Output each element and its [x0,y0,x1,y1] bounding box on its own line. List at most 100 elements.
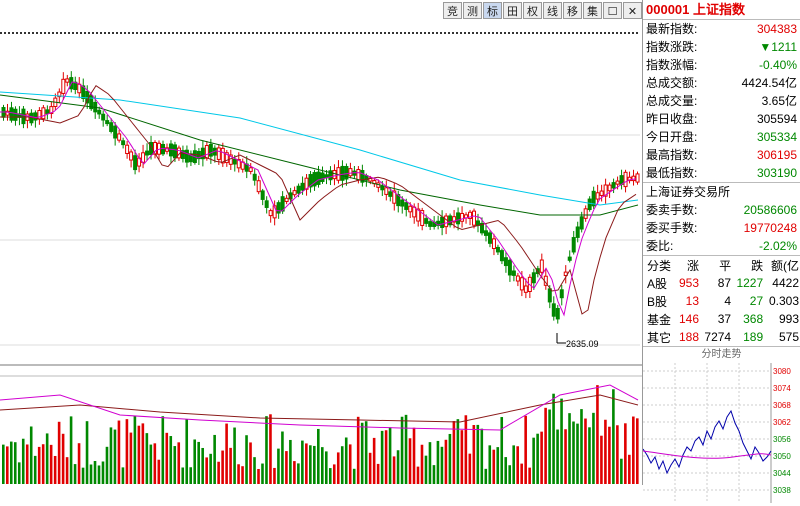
candle-body [236,158,241,169]
stat-row: 指数涨幅: -0.40% [643,56,800,74]
candle-body [480,222,484,234]
volume-bar [512,445,515,484]
mini-tick: 3080 [773,367,791,376]
stat-value: 303190 [756,166,797,180]
intraday-chart[interactable]: 3080 3074 3068 3062 3056 3050 3044 3038 [642,363,800,503]
stat-label: 最新指数: [646,22,698,36]
volume-bar [404,414,408,484]
candle-body [615,180,620,185]
volume-bar [77,443,81,484]
volume-bar [600,435,603,484]
volume-bar [281,431,284,484]
toolbar-button-8[interactable]: ☐ [603,2,622,19]
volume-bar [336,452,340,484]
candle-body [579,216,584,230]
candle-body [284,197,289,202]
volume-bar [352,468,356,484]
category-cell: 4422 [772,276,799,290]
volume-bar [89,464,93,484]
chart-toolbar: 竞测标田权线移集 ☐ ✕ [442,2,642,20]
candle-body [272,205,277,219]
toolbar-button-3[interactable]: 田 [503,2,522,19]
candle-body [452,216,457,223]
candle-body [45,109,50,114]
category-cell: 37 [717,312,732,326]
stat-row: 最低指数: 303190 [643,164,800,182]
volume-bar [105,446,109,484]
stat-value: 19770248 [743,221,797,235]
vol-ma [0,384,639,431]
quote-panel: 000001 上证指数 最新指数: 304383 指数涨跌: ▼1211 指数涨幅: -0… [642,0,800,503]
volume-bar [580,409,583,484]
volume-bar [516,446,519,484]
category-cell: 189 [743,330,764,344]
candle-body [631,175,636,182]
volume-bar [520,463,523,484]
toolbar-button-5[interactable]: 线 [543,2,562,19]
category-cell: 1227 [736,276,764,290]
volume-bar [25,444,29,484]
volume-bar [364,421,368,484]
candle-body [5,110,10,116]
candle-body [109,122,114,132]
kline-chart[interactable]: 2635.09 [0,0,642,485]
ma-line-red [0,85,637,315]
candle-body [587,198,592,211]
kline-chart-area[interactable]: 2635.09 [0,0,642,485]
volume-bar [261,463,264,484]
stat-label: 总成交量: [646,94,698,108]
candle-body [384,187,389,195]
toolbar-button-1[interactable]: 测 [463,2,482,19]
candle-body [292,190,297,196]
toolbar-button-2[interactable]: 标 [483,2,502,19]
mini-tick: 3062 [773,418,791,427]
mini-avg-line [642,450,772,459]
stat-value: -2.02% [758,239,797,253]
index-title: 000001 上证指数 [643,0,800,20]
category-header: 分类 [647,258,672,273]
candle-body [388,191,393,197]
volume-bar [528,467,531,484]
volume-bar [436,440,440,484]
stat-value: 306195 [756,148,797,162]
volume-bar [2,444,5,484]
candle-body [348,168,353,177]
candle-body [472,210,477,226]
toolbar-button-4[interactable]: 权 [523,2,542,19]
volume-bar [245,435,248,484]
volume-bar [344,437,348,484]
toolbar-button-6[interactable]: 移 [563,2,582,19]
volume-bar [420,444,424,484]
toolbar-button-9[interactable]: ✕ [623,2,642,19]
volume-bar [536,433,539,484]
volume-bar [241,466,244,484]
volume-bar [392,456,396,484]
candle-body [172,144,177,159]
toolbar-button-7[interactable]: 集 [583,2,602,19]
volume-bar [277,448,280,484]
candle-body [268,210,273,217]
volume-bar [552,393,555,484]
volume-bar [400,416,404,484]
candle-body [424,218,429,224]
candle-body [41,107,46,120]
candle-body [523,285,528,293]
mini-price-line [642,409,772,475]
volume-bar [21,438,25,484]
toolbar-button-0[interactable]: 竞 [443,2,462,19]
volume-bar [233,427,236,484]
candle-body [97,109,102,115]
volume-bar [456,419,460,484]
volume-bar [37,446,41,484]
volume-bar [157,459,161,484]
candle-body [121,140,126,146]
volume-bar [412,427,416,484]
stat-row: 委买手数: 19770248 [643,219,800,237]
volume-bar [201,447,204,484]
candle-body [499,250,504,262]
stat-label: 委买手数: [646,221,698,235]
candle-body [129,151,134,161]
category-cell: 13 [685,294,700,308]
candle-body [623,171,628,188]
category-cell: 27 [749,294,764,308]
